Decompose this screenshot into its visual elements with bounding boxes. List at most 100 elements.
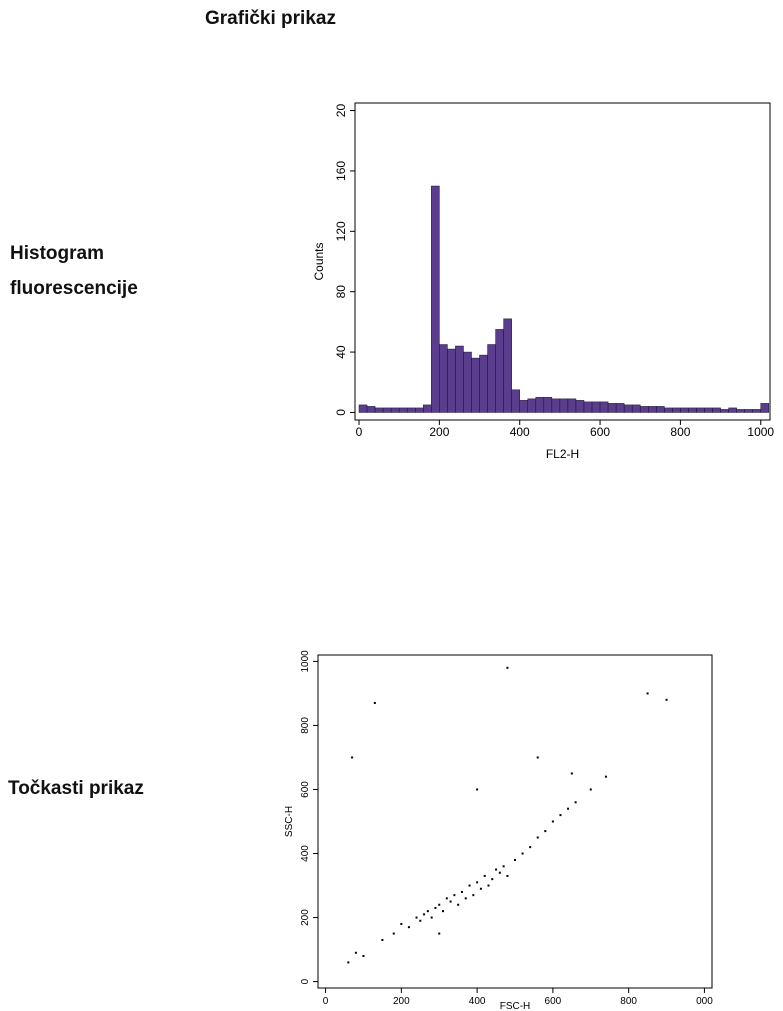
histogram-bar	[656, 406, 665, 413]
histogram-bar	[744, 409, 753, 413]
y-tick-label: 600	[300, 781, 311, 798]
scatter-point	[400, 922, 403, 925]
y-tick-label: 20	[334, 104, 348, 118]
row-label: Točkasti prikaz	[8, 778, 144, 799]
y-tick-label: 1000	[300, 650, 311, 673]
scatter-point	[430, 916, 433, 919]
plot-frame	[354, 102, 771, 421]
histogram-bar	[615, 403, 625, 413]
histogram-bar	[398, 407, 408, 413]
y-tick-label: 80	[334, 285, 348, 299]
histogram-bar	[503, 318, 512, 413]
scatter-point	[438, 903, 441, 906]
histogram-bar	[583, 401, 593, 413]
histogram-bar	[374, 407, 384, 413]
histogram-bar	[728, 407, 737, 413]
histogram-bar	[696, 407, 705, 413]
scatter-point	[476, 881, 479, 884]
histogram-bar	[455, 345, 464, 413]
histogram-bar	[423, 404, 432, 413]
scatter-point	[449, 900, 452, 903]
scatter-point	[434, 906, 437, 909]
histogram-bar	[664, 407, 673, 413]
x-tick-label: 600	[545, 996, 562, 1007]
scatter-point	[529, 846, 532, 849]
scatter-point	[536, 756, 539, 759]
histogram-bar	[704, 407, 713, 413]
scatter-point	[536, 836, 539, 839]
scatter-point	[347, 961, 350, 964]
histogram-bar	[623, 404, 633, 413]
x-tick-label: 200	[429, 425, 449, 439]
scatter-point	[498, 871, 501, 874]
x-tick-label: 800	[620, 996, 637, 1007]
scatter-point	[472, 894, 475, 897]
plot-frame	[317, 654, 713, 989]
scatter-point	[407, 926, 410, 929]
scatter-point	[514, 858, 516, 861]
y-tick-label: 400	[300, 845, 311, 862]
histogram-bar	[439, 344, 448, 413]
scatter-point	[445, 897, 448, 900]
scatter-point	[453, 894, 456, 897]
scatter-point	[354, 951, 357, 954]
histogram-bar	[567, 398, 577, 413]
x-axis-label: FL2-H	[546, 447, 579, 461]
page-title: Grafički prikaz	[205, 8, 336, 29]
scatter-point	[559, 814, 562, 817]
histogram-bar	[760, 403, 770, 413]
x-tick-label: 600	[590, 425, 610, 439]
histogram-bar	[415, 407, 424, 413]
y-axis-label: Counts	[312, 242, 326, 280]
scatter-point	[392, 932, 395, 935]
scatter-point	[495, 868, 498, 871]
histogram-bar	[406, 407, 416, 413]
histogram-bar	[720, 409, 729, 413]
x-tick-label: 000	[696, 996, 713, 1007]
row-label: Histogram	[10, 243, 104, 264]
y-tick-label: 120	[334, 221, 348, 241]
histogram-bar	[712, 407, 721, 413]
y-tick-label: 0	[334, 409, 348, 416]
x-tick-label: 800	[670, 425, 690, 439]
histogram-bar	[479, 354, 488, 413]
histogram-bar	[591, 401, 601, 413]
histogram-bar	[495, 329, 504, 413]
scatter-point	[362, 954, 365, 957]
histogram-bar	[736, 409, 745, 413]
histogram-bar	[559, 398, 569, 413]
scatter-point	[373, 702, 376, 705]
scatter-point	[415, 916, 418, 919]
scatter-point	[483, 874, 486, 877]
histogram-bar	[672, 407, 681, 413]
histogram-bar	[358, 404, 368, 413]
scatter-point	[491, 878, 494, 881]
scatter-point	[544, 830, 547, 833]
y-tick-label: 200	[300, 909, 311, 926]
y-tick-label: 800	[300, 717, 311, 734]
x-tick-label: 0	[356, 425, 363, 439]
histogram-bar	[463, 351, 472, 413]
scatter-point	[506, 666, 509, 669]
histogram-bar	[639, 406, 649, 413]
histogram-bar	[487, 344, 496, 413]
histogram-bar	[519, 400, 528, 413]
scatter-point	[423, 913, 426, 916]
y-tick-label: 0	[300, 978, 311, 984]
scatter-point	[419, 919, 422, 922]
histogram-bar	[431, 185, 440, 413]
scatter-point	[438, 932, 441, 935]
scatter-point	[457, 903, 460, 906]
y-axis-label: SSC-H	[284, 806, 295, 837]
scatter-point	[574, 801, 577, 804]
x-tick-label: 1000	[747, 425, 774, 439]
histogram-bar	[447, 348, 456, 413]
y-tick-label: 160	[334, 161, 348, 181]
histogram-bar	[607, 403, 617, 413]
y-tick-label: 40	[334, 345, 348, 359]
histogram-bar	[527, 398, 537, 413]
histogram-bar	[688, 407, 697, 413]
x-tick-label: 200	[393, 996, 410, 1007]
scatter-point	[476, 788, 479, 791]
